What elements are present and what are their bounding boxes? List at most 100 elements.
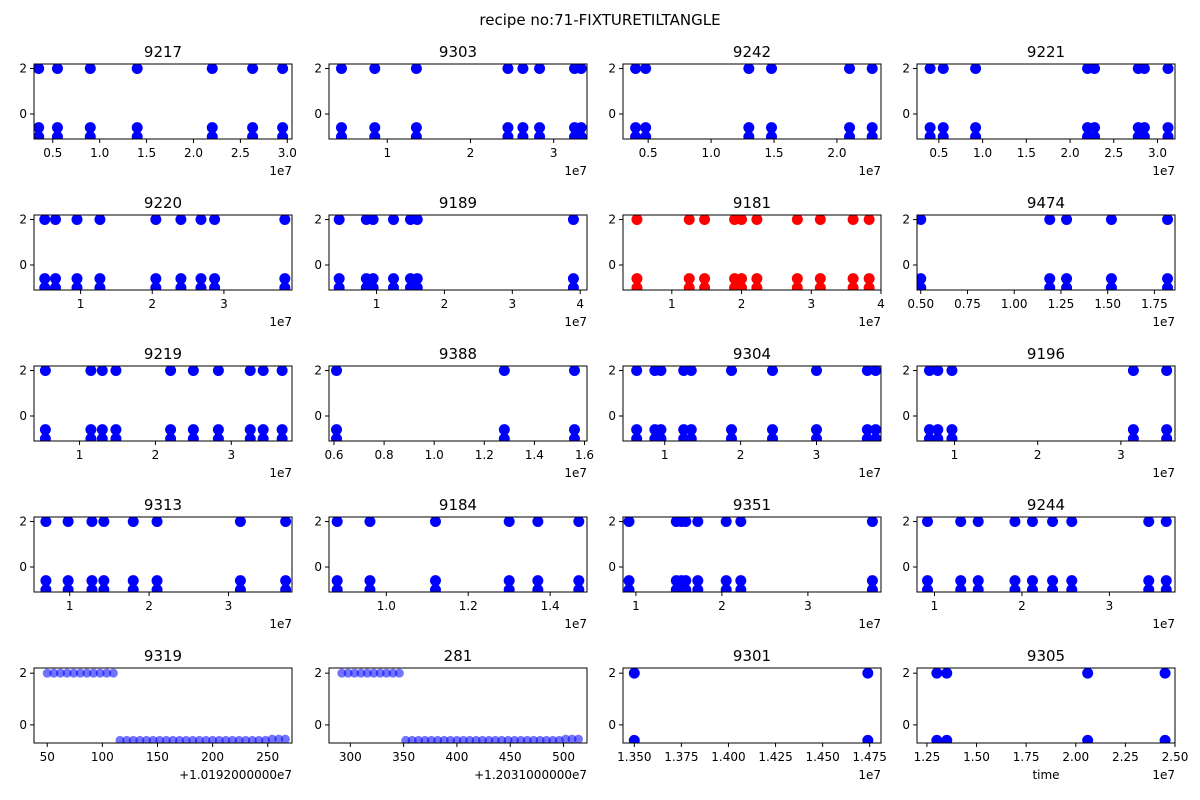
subplot-title: 9242: [733, 43, 771, 61]
x-tick-label: 1.6: [575, 448, 594, 462]
x-tick-label: 1.5: [1017, 146, 1036, 160]
data-point-secondary: [699, 273, 711, 285]
data-point-secondary: [84, 122, 96, 134]
plot-frame: [916, 365, 1176, 442]
y-tick-label: 0: [902, 718, 910, 732]
x-tick-label: 300: [339, 750, 362, 764]
data-point-secondary: [924, 131, 936, 139]
plot-frame: [328, 214, 588, 291]
subplot-9196: 9196 2 0 1 2 3 1e7: [902, 345, 1176, 480]
x-tick-label: 0.75: [954, 297, 981, 311]
data-point: [51, 64, 63, 75]
data-point-secondary: [51, 131, 63, 139]
subplot-9189: 9189 2 0 1 2 3 4 1e7: [314, 194, 588, 329]
data-point: [257, 366, 269, 377]
x-offset-label: 1e7: [269, 466, 292, 480]
data-point: [1082, 668, 1094, 679]
data-point-secondary: [863, 282, 875, 290]
y-tick-label: 2: [19, 62, 27, 76]
data-point-secondary: [970, 122, 982, 134]
x-tick-label: 1: [77, 297, 85, 311]
subplot-9242: 9242 2 0 0.5 1.0 1.5 2.0 1e7: [608, 43, 882, 178]
x-tick-label: 2.0: [1061, 146, 1080, 160]
plot-frame: [916, 214, 1176, 291]
data-point-secondary: [62, 584, 74, 592]
data-point-secondary: [861, 433, 873, 441]
data-point-secondary: [941, 745, 952, 756]
x-tick-label: 100: [91, 750, 114, 764]
data-point-secondary: [866, 131, 878, 139]
data-point-secondary: [86, 575, 98, 587]
x-tick-label: 1.50: [963, 750, 990, 764]
x-tick-label: 2: [737, 448, 745, 462]
data-point: [356, 668, 366, 678]
plot-frame: [328, 516, 588, 593]
x-tick-label: 1: [668, 297, 676, 311]
data-point-secondary: [847, 282, 859, 290]
x-tick-label: 0.5: [639, 146, 658, 160]
data-point: [333, 215, 345, 226]
data-point-secondary: [86, 584, 98, 592]
data-point: [195, 215, 207, 226]
x-tick-label: 1.375: [664, 750, 698, 764]
data-point-secondary: [331, 575, 343, 587]
y-tick-label: 0: [902, 560, 910, 574]
subplot-title: 9184: [439, 496, 477, 514]
subplot-9305: 9305 2 0 1.25 1.50 1.75 2.00 2.25 2.50 1e7 time: [902, 647, 1188, 782]
y-tick-label: 0: [19, 258, 27, 272]
plot-frame: [328, 365, 588, 442]
x-tick-label: 1: [632, 599, 640, 613]
data-point-secondary: [1162, 282, 1174, 290]
x-offset-label: 1e7: [564, 315, 587, 329]
data-point-secondary: [1160, 584, 1172, 592]
plot-frame: [33, 365, 293, 442]
x-tick-label: 1.2: [475, 448, 494, 462]
data-point-secondary: [331, 584, 343, 592]
subplot-title: 9221: [1027, 43, 1065, 61]
y-tick-label: 2: [314, 666, 322, 680]
data-point-secondary: [110, 433, 122, 441]
data-point: [1127, 366, 1139, 377]
data-point-secondary: [575, 122, 587, 134]
data-point-secondary: [970, 131, 982, 139]
data-point: [274, 734, 284, 743]
subplot-9388: 9388 2 0 0.6 0.8 1.0 1.2 1.4 1.6 1e7: [314, 345, 594, 480]
data-point: [1047, 517, 1059, 528]
x-tick-label: 3: [1106, 599, 1114, 613]
subplot-9244: 9244 2 0 1 2 3 1e7: [902, 496, 1176, 631]
data-point-secondary: [411, 282, 423, 290]
data-point: [367, 215, 379, 226]
data-point: [1066, 517, 1078, 528]
data-point: [62, 668, 72, 678]
x-tick-label: 1: [931, 599, 939, 613]
data-point: [1009, 517, 1021, 528]
x-tick-label: 0.5: [929, 146, 948, 160]
data-point-secondary: [743, 131, 755, 139]
x-offset-label: 1e7: [1152, 768, 1175, 782]
data-point-secondary: [98, 584, 110, 592]
x-tick-label: 0.8: [375, 448, 394, 462]
data-point-secondary: [85, 424, 97, 436]
data-point: [375, 668, 385, 678]
data-point-secondary: [206, 122, 218, 134]
data-point-secondary: [870, 424, 881, 436]
data-point: [692, 517, 704, 528]
data-point-secondary: [924, 122, 936, 134]
data-point: [62, 517, 74, 528]
data-point-secondary: [1159, 734, 1171, 743]
data-point: [623, 517, 635, 528]
data-point-secondary: [1047, 575, 1059, 587]
y-tick-label: 0: [19, 718, 27, 732]
x-tick-label: 3: [550, 146, 558, 160]
y-tick-label: 0: [314, 258, 322, 272]
subplot-9184: 9184 2 0 1.0 1.2 1.4 1e7: [314, 496, 588, 631]
data-point-secondary: [631, 424, 643, 436]
data-point: [84, 64, 96, 75]
data-point: [337, 668, 347, 678]
data-point-secondary: [94, 282, 106, 290]
data-point-secondary: [62, 575, 74, 587]
data-point: [685, 366, 697, 377]
x-offset-label: 1e7: [858, 164, 881, 178]
data-point: [640, 64, 652, 75]
data-point: [127, 517, 139, 528]
